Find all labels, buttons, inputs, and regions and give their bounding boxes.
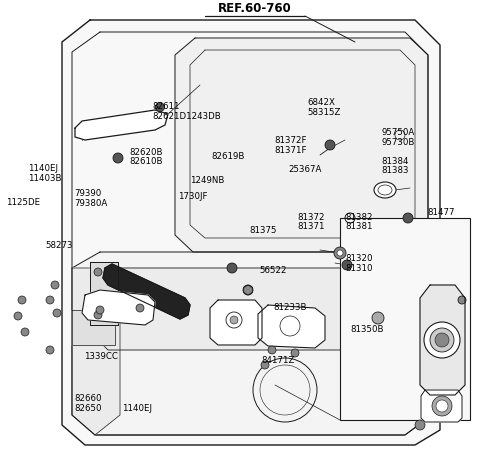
Text: 81233B: 81233B xyxy=(274,303,307,312)
Circle shape xyxy=(334,247,346,259)
Circle shape xyxy=(268,346,276,354)
Circle shape xyxy=(403,213,413,223)
Circle shape xyxy=(113,153,123,163)
Circle shape xyxy=(94,311,102,319)
Circle shape xyxy=(325,140,335,150)
Polygon shape xyxy=(258,305,325,348)
Text: 56522: 56522 xyxy=(259,266,287,275)
Circle shape xyxy=(230,316,238,324)
Circle shape xyxy=(342,260,352,270)
Ellipse shape xyxy=(374,182,396,198)
Text: 82619B: 82619B xyxy=(211,152,245,161)
Text: REF.60-760: REF.60-760 xyxy=(218,1,292,14)
Circle shape xyxy=(51,281,59,289)
Circle shape xyxy=(436,400,448,412)
Polygon shape xyxy=(75,110,168,140)
Polygon shape xyxy=(420,285,465,395)
Text: 82660
82650: 82660 82650 xyxy=(74,394,102,413)
Text: 81384
81383: 81384 81383 xyxy=(382,156,409,175)
Text: 1730JF: 1730JF xyxy=(178,192,207,201)
Polygon shape xyxy=(210,300,262,345)
Polygon shape xyxy=(175,38,428,252)
Circle shape xyxy=(430,328,454,352)
Text: 95750A
95730B: 95750A 95730B xyxy=(382,128,415,147)
Text: 81375: 81375 xyxy=(250,226,277,235)
Text: 6842X
58315Z: 6842X 58315Z xyxy=(307,98,341,117)
Polygon shape xyxy=(62,20,440,445)
Circle shape xyxy=(46,296,54,304)
Polygon shape xyxy=(72,268,120,435)
Circle shape xyxy=(94,268,102,276)
Polygon shape xyxy=(82,290,155,325)
Text: 81320
81310: 81320 81310 xyxy=(346,254,373,273)
Circle shape xyxy=(46,346,54,354)
Text: 25367A: 25367A xyxy=(288,165,322,174)
Text: 81382
81381: 81382 81381 xyxy=(346,212,373,231)
Polygon shape xyxy=(98,268,400,350)
Circle shape xyxy=(156,102,165,111)
Circle shape xyxy=(337,250,343,256)
Circle shape xyxy=(53,309,61,317)
Circle shape xyxy=(136,304,144,312)
Text: 81372
81371: 81372 81371 xyxy=(298,212,325,231)
Circle shape xyxy=(21,328,29,336)
Text: 81350B: 81350B xyxy=(350,325,384,334)
Text: 79390
79380A: 79390 79380A xyxy=(74,189,108,208)
Text: 1125DE: 1125DE xyxy=(6,198,40,207)
Circle shape xyxy=(432,396,452,416)
Text: 1339CC: 1339CC xyxy=(84,352,118,361)
Circle shape xyxy=(458,296,466,304)
Circle shape xyxy=(291,349,299,357)
Circle shape xyxy=(261,361,269,369)
Circle shape xyxy=(372,312,384,324)
Circle shape xyxy=(96,306,104,314)
Circle shape xyxy=(14,312,22,320)
Text: 1249NB: 1249NB xyxy=(190,176,224,185)
Text: 81477: 81477 xyxy=(427,208,455,217)
Bar xyxy=(340,218,470,420)
Circle shape xyxy=(18,296,26,304)
Text: 82620B
82610B: 82620B 82610B xyxy=(130,147,163,166)
Polygon shape xyxy=(72,310,115,345)
Circle shape xyxy=(243,285,253,295)
Polygon shape xyxy=(103,264,190,319)
Text: 58273: 58273 xyxy=(46,241,73,250)
Text: 82611
82621D1243DB: 82611 82621D1243DB xyxy=(153,102,221,121)
Circle shape xyxy=(424,322,460,358)
Polygon shape xyxy=(421,390,462,422)
Text: 84171Z: 84171Z xyxy=(262,356,295,365)
Circle shape xyxy=(435,333,449,347)
Text: 1140EJ: 1140EJ xyxy=(122,404,153,413)
Polygon shape xyxy=(90,262,118,325)
Circle shape xyxy=(415,420,425,430)
Text: 1140EJ
11403B: 1140EJ 11403B xyxy=(28,164,61,183)
Polygon shape xyxy=(72,252,428,435)
Circle shape xyxy=(227,263,237,273)
Text: 81372F
81371F: 81372F 81371F xyxy=(275,136,307,155)
